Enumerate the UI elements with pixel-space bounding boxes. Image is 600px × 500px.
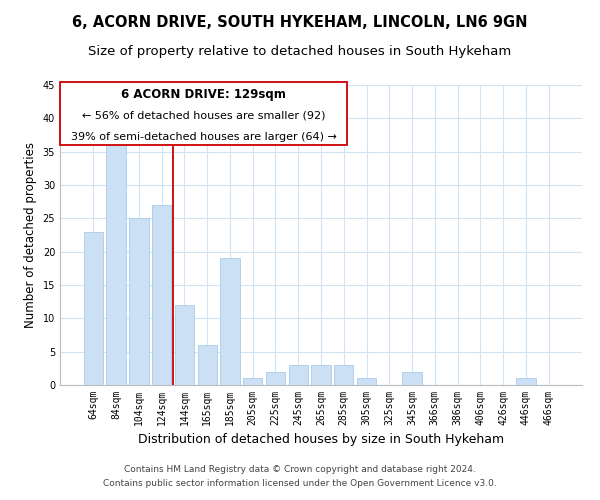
Bar (516, 378, 536, 385)
Bar (129, 218, 149, 385)
Text: 6 ACORN DRIVE: 129sqm: 6 ACORN DRIVE: 129sqm (121, 88, 286, 101)
Text: ← 56% of detached houses are smaller (92): ← 56% of detached houses are smaller (92… (82, 110, 325, 120)
Bar (403, 372, 422, 385)
Bar (311, 365, 331, 385)
Text: 39% of semi-detached houses are larger (64) →: 39% of semi-detached houses are larger (… (71, 132, 337, 141)
X-axis label: Distribution of detached houses by size in South Hykeham: Distribution of detached houses by size … (138, 434, 504, 446)
Bar (289, 365, 308, 385)
Text: Contains HM Land Registry data © Crown copyright and database right 2024.
Contai: Contains HM Land Registry data © Crown c… (103, 466, 497, 487)
Bar (84, 232, 103, 385)
Bar (197, 345, 217, 385)
Bar (152, 205, 172, 385)
Bar (266, 372, 285, 385)
Bar (357, 378, 376, 385)
Bar (220, 258, 239, 385)
Bar (106, 138, 126, 385)
Bar (175, 305, 194, 385)
Text: Size of property relative to detached houses in South Hykeham: Size of property relative to detached ho… (88, 45, 512, 58)
Text: 6, ACORN DRIVE, SOUTH HYKEHAM, LINCOLN, LN6 9GN: 6, ACORN DRIVE, SOUTH HYKEHAM, LINCOLN, … (72, 15, 528, 30)
Bar (334, 365, 353, 385)
FancyBboxPatch shape (60, 82, 347, 145)
Y-axis label: Number of detached properties: Number of detached properties (24, 142, 37, 328)
Bar (243, 378, 262, 385)
